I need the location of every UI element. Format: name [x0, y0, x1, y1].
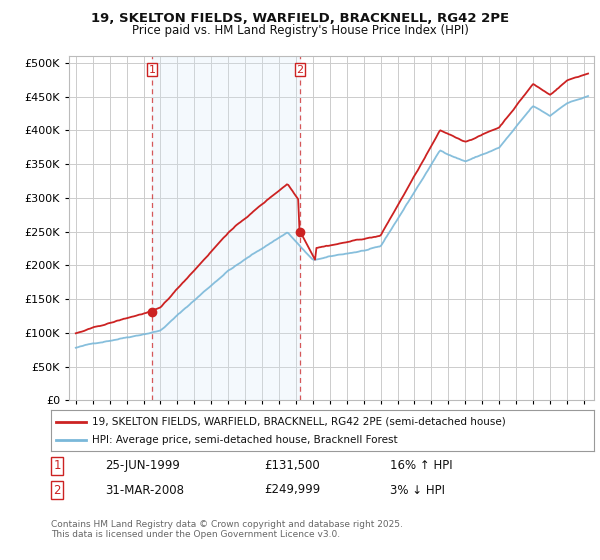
Text: Contains HM Land Registry data © Crown copyright and database right 2025.
This d: Contains HM Land Registry data © Crown c… — [51, 520, 403, 539]
Text: 2: 2 — [296, 64, 304, 74]
Text: 25-JUN-1999: 25-JUN-1999 — [105, 459, 180, 473]
Text: 1: 1 — [53, 459, 61, 473]
Text: 16% ↑ HPI: 16% ↑ HPI — [390, 459, 452, 473]
Text: 1: 1 — [148, 64, 155, 74]
Text: 31-MAR-2008: 31-MAR-2008 — [105, 483, 184, 497]
Text: Price paid vs. HM Land Registry's House Price Index (HPI): Price paid vs. HM Land Registry's House … — [131, 24, 469, 36]
Text: 2: 2 — [53, 483, 61, 497]
Text: £131,500: £131,500 — [264, 459, 320, 473]
Text: £249,999: £249,999 — [264, 483, 320, 497]
Text: 3% ↓ HPI: 3% ↓ HPI — [390, 483, 445, 497]
Text: 19, SKELTON FIELDS, WARFIELD, BRACKNELL, RG42 2PE: 19, SKELTON FIELDS, WARFIELD, BRACKNELL,… — [91, 12, 509, 25]
Bar — [152, 56, 300, 400]
Text: 19, SKELTON FIELDS, WARFIELD, BRACKNELL, RG42 2PE (semi-detached house): 19, SKELTON FIELDS, WARFIELD, BRACKNELL,… — [92, 417, 505, 427]
Text: HPI: Average price, semi-detached house, Bracknell Forest: HPI: Average price, semi-detached house,… — [92, 435, 397, 445]
